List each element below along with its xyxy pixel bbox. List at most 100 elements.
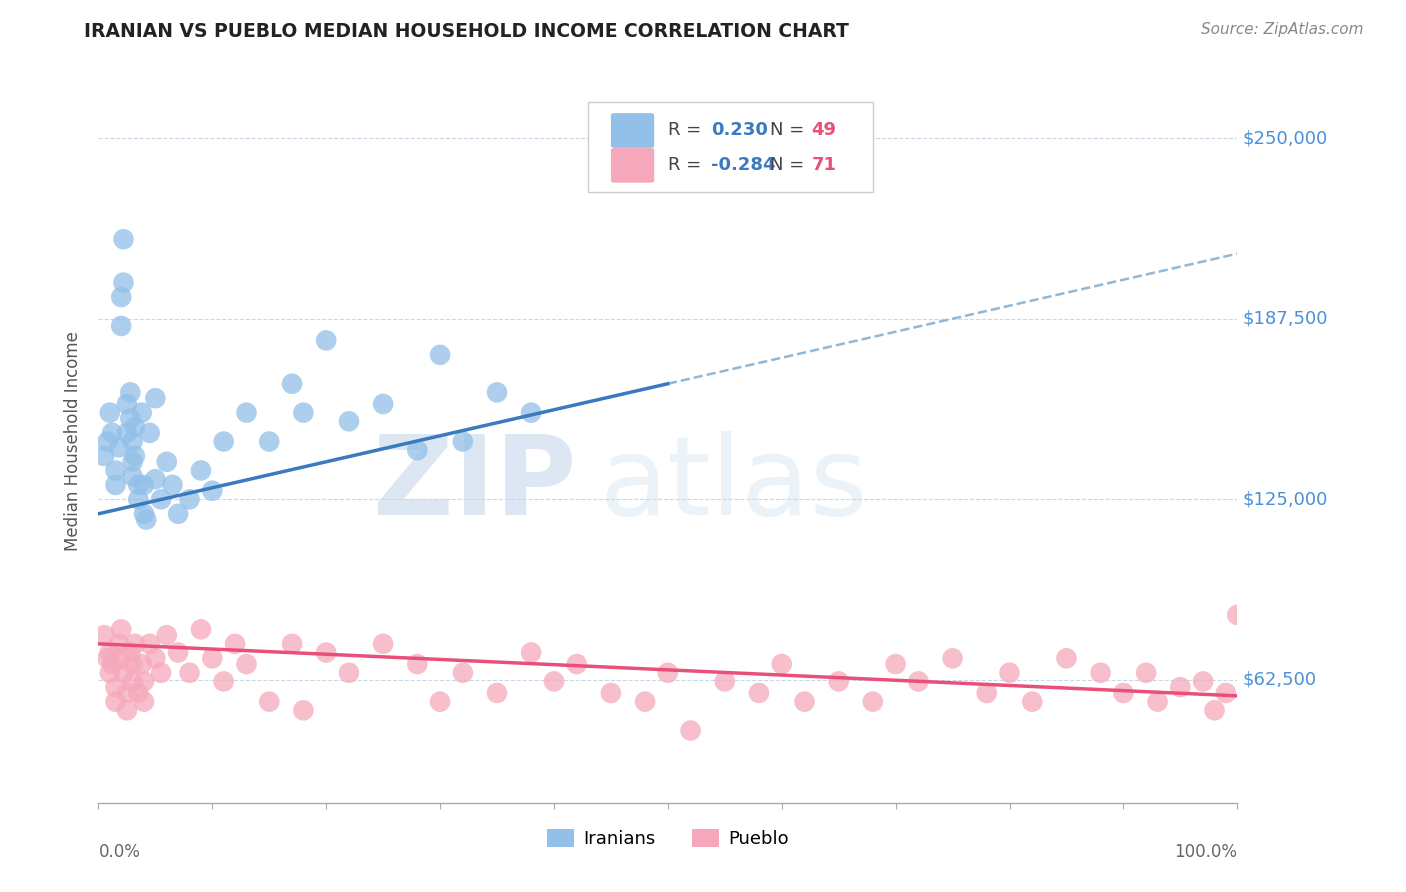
- Point: [1192, 674, 1215, 689]
- Point: [121, 434, 143, 449]
- Point: [998, 665, 1021, 680]
- Point: [770, 657, 793, 671]
- Text: 100.0%: 100.0%: [1174, 843, 1237, 861]
- Point: [145, 391, 167, 405]
- Point: [1135, 665, 1157, 680]
- Point: [600, 686, 623, 700]
- Text: $62,500: $62,500: [1243, 671, 1317, 689]
- Text: N =: N =: [770, 156, 810, 175]
- Point: [235, 406, 257, 420]
- Point: [976, 686, 998, 700]
- Point: [98, 665, 121, 680]
- Text: IRANIAN VS PUEBLO MEDIAN HOUSEHOLD INCOME CORRELATION CHART: IRANIAN VS PUEBLO MEDIAN HOUSEHOLD INCOM…: [84, 22, 849, 41]
- Point: [156, 455, 179, 469]
- Point: [281, 376, 304, 391]
- Text: $187,500: $187,500: [1243, 310, 1329, 327]
- Point: [124, 449, 146, 463]
- Point: [108, 637, 131, 651]
- Point: [451, 434, 474, 449]
- Point: [112, 276, 135, 290]
- Point: [120, 646, 142, 660]
- Point: [138, 637, 160, 651]
- Point: [115, 703, 138, 717]
- Point: [96, 651, 118, 665]
- Point: [1204, 703, 1226, 717]
- FancyBboxPatch shape: [612, 113, 654, 148]
- Point: [315, 646, 337, 660]
- FancyBboxPatch shape: [612, 148, 654, 183]
- Point: [124, 420, 146, 434]
- Legend: Iranians, Pueblo: Iranians, Pueblo: [540, 822, 796, 855]
- Point: [104, 695, 127, 709]
- Point: [1215, 686, 1237, 700]
- Point: [486, 385, 509, 400]
- Point: [565, 657, 588, 671]
- Point: [201, 483, 224, 498]
- Point: [406, 657, 429, 671]
- Point: [132, 478, 155, 492]
- Point: [212, 674, 235, 689]
- Point: [520, 646, 543, 660]
- Point: [406, 443, 429, 458]
- Point: [1170, 680, 1192, 694]
- Point: [127, 686, 149, 700]
- Point: [634, 695, 657, 709]
- Point: [110, 318, 132, 333]
- Point: [112, 232, 135, 246]
- Text: R =: R =: [668, 121, 707, 139]
- Point: [714, 674, 737, 689]
- Point: [96, 434, 118, 449]
- Point: [167, 646, 190, 660]
- Point: [793, 695, 815, 709]
- Point: [145, 472, 167, 486]
- Point: [115, 397, 138, 411]
- Point: [135, 512, 157, 526]
- Point: [101, 657, 124, 671]
- Point: [138, 425, 160, 440]
- Point: [1146, 695, 1168, 709]
- Point: [224, 637, 246, 651]
- Point: [371, 397, 394, 411]
- Point: [101, 425, 124, 440]
- Point: [127, 478, 149, 492]
- Point: [884, 657, 907, 671]
- Point: [1054, 651, 1078, 665]
- Point: [131, 406, 153, 420]
- Point: [110, 623, 132, 637]
- Point: [190, 623, 212, 637]
- Point: [131, 657, 153, 671]
- Point: [121, 657, 143, 671]
- Text: 71: 71: [811, 156, 837, 175]
- Point: [828, 674, 851, 689]
- Text: $250,000: $250,000: [1243, 129, 1329, 147]
- Point: [120, 411, 142, 425]
- Point: [104, 463, 127, 477]
- Point: [657, 665, 679, 680]
- Point: [543, 674, 565, 689]
- Point: [292, 703, 315, 717]
- Point: [98, 406, 121, 420]
- Point: [93, 449, 115, 463]
- Point: [112, 665, 135, 680]
- Point: [337, 414, 360, 428]
- Point: [259, 434, 281, 449]
- Point: [110, 290, 132, 304]
- Point: [93, 628, 115, 642]
- Point: [127, 492, 149, 507]
- Point: [179, 665, 201, 680]
- Point: [150, 492, 173, 507]
- Y-axis label: Median Household Income: Median Household Income: [65, 332, 83, 551]
- Point: [167, 507, 190, 521]
- Text: Source: ZipAtlas.com: Source: ZipAtlas.com: [1201, 22, 1364, 37]
- Point: [907, 674, 929, 689]
- Point: [108, 440, 131, 454]
- Point: [862, 695, 884, 709]
- Text: ZIP: ZIP: [374, 432, 576, 539]
- Point: [104, 680, 127, 694]
- Point: [121, 674, 143, 689]
- Point: [212, 434, 235, 449]
- Point: [281, 637, 304, 651]
- Text: $125,000: $125,000: [1243, 491, 1329, 508]
- FancyBboxPatch shape: [588, 102, 873, 193]
- Point: [292, 406, 315, 420]
